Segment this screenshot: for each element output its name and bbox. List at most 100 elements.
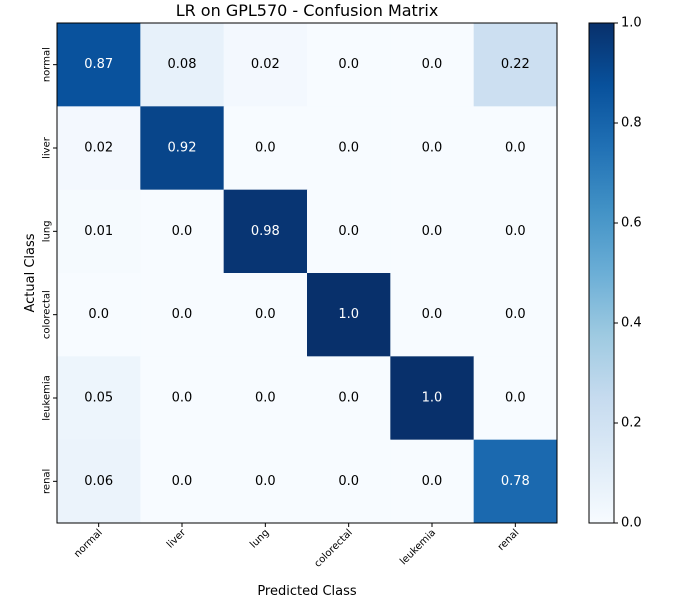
heatmap-cell <box>223 189 308 274</box>
heatmap-cell <box>307 23 391 107</box>
colorbar-tick-label: 0.2 <box>621 416 642 431</box>
heatmap-cell <box>223 273 308 357</box>
heatmap-cell <box>140 23 225 107</box>
heatmap-cell-label: 0.05 <box>84 391 113 406</box>
heatmap-cell <box>390 273 475 357</box>
colorbar-tick-label: 0.0 <box>621 516 642 531</box>
y-tick-label: colorectal <box>42 290 53 339</box>
heatmap-cell <box>307 439 391 524</box>
x-tick-label: lung <box>248 527 271 550</box>
heatmap-cell-label: 0.0 <box>422 474 443 489</box>
heatmap-cell-label: 0.0 <box>172 391 193 406</box>
heatmap-cell <box>473 106 558 191</box>
chart-title: LR on GPL570 - Confusion Matrix <box>176 1 439 20</box>
heatmap-cell-label: 0.87 <box>84 57 113 72</box>
colorbar-tick-label: 1.0 <box>621 16 642 31</box>
heatmap-cell <box>140 273 225 357</box>
heatmap-cell <box>140 439 225 524</box>
heatmap-cell-label: 0.0 <box>505 391 526 406</box>
y-tick-label: liver <box>42 136 53 159</box>
y-tick-label: renal <box>42 469 53 494</box>
x-tick-label: renal <box>496 527 522 553</box>
heatmap-cell-label: 0.0 <box>505 224 526 239</box>
heatmap-cell <box>307 189 391 274</box>
x-axis-ticks: normal liver lung colorectal leukemia renal <box>72 523 521 570</box>
heatmap-cell-label: 1.0 <box>338 307 359 322</box>
colorbar-tick-label: 0.8 <box>621 116 642 131</box>
heatmap-cell <box>57 106 141 191</box>
heatmap-cell <box>140 189 225 274</box>
heatmap-cell-label: 0.02 <box>84 141 113 156</box>
heatmap-cell <box>390 356 475 441</box>
heatmap-cell <box>307 273 391 357</box>
y-tick-label: lung <box>42 220 53 242</box>
heatmap-cell <box>57 189 141 274</box>
heatmap-cell-label: 0.0 <box>172 224 193 239</box>
heatmap-cell-labels: 0.87 0.08 0.02 0.0 0.0 0.22 0.02 0.92 0.0 0.0 0.0 0… <box>84 57 530 489</box>
plot-frame <box>56 22 558 524</box>
x-tick-label: colorectal <box>312 527 354 569</box>
heatmap-cell-label: 0.0 <box>338 57 359 72</box>
heatmap-cell <box>473 189 558 274</box>
heatmap-cell-label: 0.01 <box>84 224 113 239</box>
heatmap-cell <box>223 106 308 191</box>
heatmap-cell <box>223 356 308 441</box>
heatmap-cell-label: 0.0 <box>255 391 276 406</box>
heatmap-cell-label: 0.08 <box>168 57 197 72</box>
heatmap-cell-label: 0.0 <box>338 474 359 489</box>
heatmap-cell <box>390 23 475 107</box>
heatmap-cell-label: 0.0 <box>172 474 193 489</box>
heatmap-cell <box>390 106 475 191</box>
heatmap-cell-label: 0.0 <box>422 57 443 72</box>
heatmap-cell <box>307 356 391 441</box>
heatmap-cell <box>390 439 475 524</box>
heatmap-cell-label: 0.0 <box>88 307 109 322</box>
heatmap-cell-label: 0.02 <box>251 57 280 72</box>
heatmap-cell-label: 0.0 <box>505 141 526 156</box>
y-tick-label: leukemia <box>42 375 53 421</box>
x-tick-label: liver <box>165 527 189 551</box>
heatmap-cell-label: 0.0 <box>255 474 276 489</box>
heatmap-cell <box>473 23 558 107</box>
heatmap-cell-label: 0.0 <box>338 141 359 156</box>
heatmap-cell <box>473 356 558 441</box>
heatmap-cell-label: 0.0 <box>338 391 359 406</box>
heatmap-cell-label: 0.0 <box>422 141 443 156</box>
heatmap-cell-label: 0.06 <box>84 474 113 489</box>
heatmap-cell <box>223 439 308 524</box>
heatmap-cell <box>223 23 308 107</box>
heatmap-cell <box>390 189 475 274</box>
heatmap-cell-label: 0.0 <box>422 307 443 322</box>
colorbar-tick-label: 0.4 <box>621 316 642 331</box>
heatmap-cell <box>57 439 141 524</box>
y-axis-ticks: normal liver lung colorectal leukemia renal <box>42 47 57 494</box>
heatmap-cell-label: 0.0 <box>505 307 526 322</box>
heatmap-cell <box>140 356 225 441</box>
heatmap-cell-label: 0.78 <box>501 474 530 489</box>
heatmap-cell-label: 0.0 <box>422 224 443 239</box>
heatmap-cell-label: 0.98 <box>251 224 280 239</box>
x-tick-label: leukemia <box>398 527 438 567</box>
colorbar <box>588 22 615 524</box>
heatmap-cell <box>473 273 558 357</box>
heatmap-cell-label: 0.22 <box>501 57 530 72</box>
colorbar-ticks: 0.0 0.2 0.4 0.6 0.8 1.0 <box>614 16 642 531</box>
heatmap-cell-label: 0.0 <box>172 307 193 322</box>
y-tick-label: normal <box>42 47 53 82</box>
x-axis-label: Predicted Class <box>257 584 357 599</box>
heatmap-cell <box>57 356 141 441</box>
y-axis-label: Actual Class <box>23 233 38 312</box>
heatmap-cell-label: 0.92 <box>168 141 197 156</box>
x-tick-label: normal <box>72 527 105 560</box>
heatmap-cell-label: 0.0 <box>255 141 276 156</box>
heatmap-cell-label: 1.0 <box>422 391 443 406</box>
heatmap-cell <box>57 23 141 107</box>
heatmap-cell <box>57 273 141 357</box>
heatmap-cell-label: 0.0 <box>338 224 359 239</box>
heatmap-cell-label: 0.0 <box>255 307 276 322</box>
heatmap-cell <box>307 106 391 191</box>
heatmap-cell <box>473 439 558 524</box>
colorbar-tick-label: 0.6 <box>621 216 642 231</box>
